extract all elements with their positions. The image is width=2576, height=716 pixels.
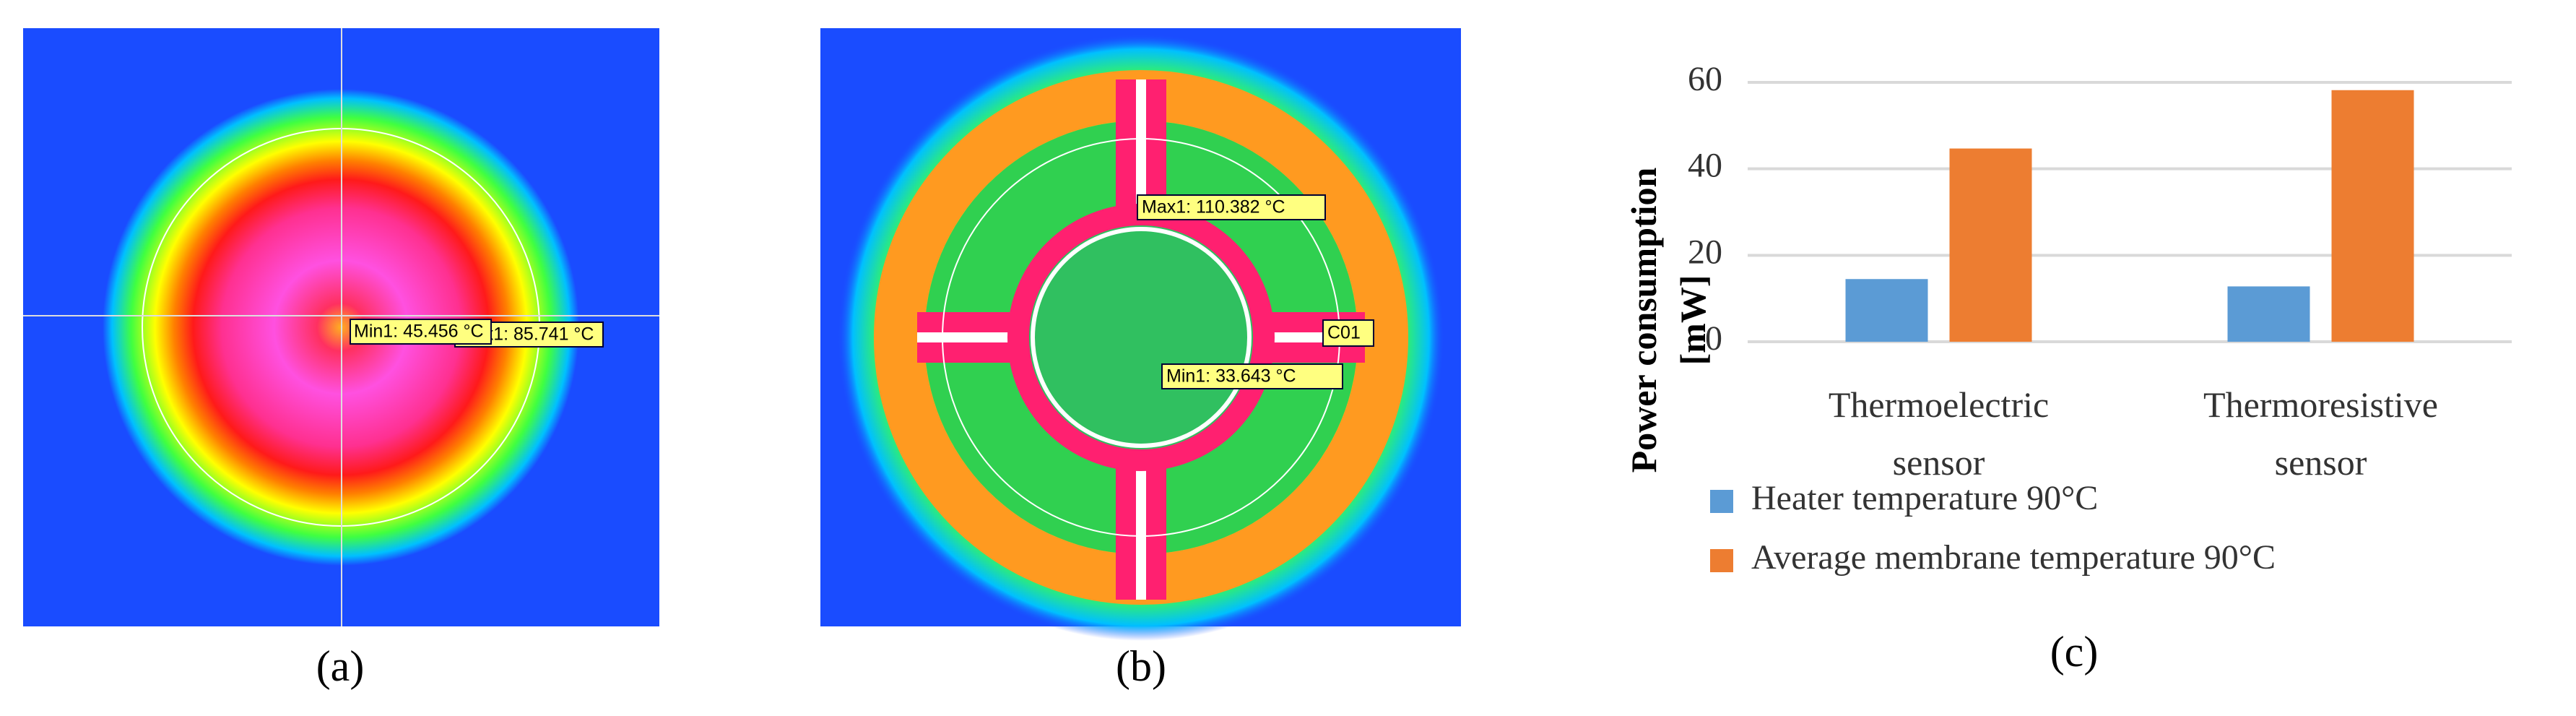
y-tick-label: 40	[1688, 147, 1722, 185]
legend-label: Average membrane temperature 90°C	[1751, 538, 2276, 577]
annotation: Min1: 45.456 °C	[354, 322, 484, 342]
annotation: Min1: 33.643 °C	[1166, 366, 1296, 387]
legend-label: Heater temperature 90°C	[1751, 479, 2098, 517]
legend-swatch	[1710, 549, 1733, 572]
bar	[2227, 286, 2310, 342]
thermal-center	[1007, 204, 1275, 471]
legend-swatch	[1710, 490, 1733, 513]
y-tick-label: 20	[1688, 233, 1722, 271]
x-tick-label: Thermoresistive sensor	[2203, 384, 2438, 483]
bar	[1949, 148, 2032, 342]
bar	[2331, 90, 2414, 342]
thermal-center-edge	[1031, 227, 1252, 448]
annotation: C01	[1327, 323, 1361, 343]
y-tick-label: 0	[1705, 319, 1722, 358]
x-tick-label: Thermoelectric sensor	[1828, 384, 2050, 483]
y-axis-label: Power consumption [mW]	[1623, 167, 1713, 473]
annotation-box	[1137, 194, 1326, 220]
panel-caption: (a)	[316, 642, 365, 690]
annotation-box	[1322, 319, 1374, 347]
panel-caption: (b)	[1116, 642, 1166, 690]
y-tick-label: 60	[1688, 60, 1722, 98]
annotation-box	[1161, 363, 1343, 389]
panel-caption: (c)	[2050, 628, 2099, 676]
bar	[1845, 279, 1928, 342]
annotation: Max1: 110.382 °C	[1142, 197, 1285, 217]
annotation-box	[350, 319, 492, 345]
